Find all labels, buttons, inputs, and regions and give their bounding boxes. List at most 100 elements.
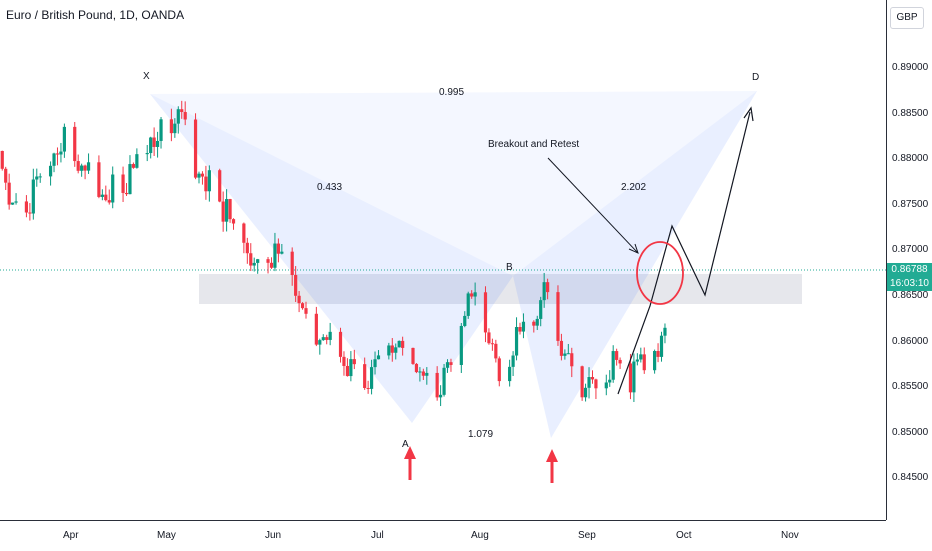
candle-body: [149, 137, 153, 154]
candle-body: [304, 308, 308, 314]
candle-body: [594, 379, 598, 389]
candle-body: [546, 282, 550, 293]
candle-body: [83, 165, 87, 171]
candle-body: [590, 377, 595, 380]
currency-button[interactable]: GBP: [890, 7, 924, 29]
candle-body: [318, 340, 322, 345]
chart-title: Euro / British Pound, 1D, OANDA: [6, 8, 185, 22]
candle-body: [273, 243, 277, 268]
candle-body: [300, 303, 305, 309]
candle-body: [35, 176, 39, 180]
ratio-bd-label: 2.202: [621, 182, 646, 193]
price-tick-label: 0.85500: [892, 381, 929, 393]
countdown-tag: 16:03:10: [887, 277, 932, 291]
candle-body: [635, 359, 639, 362]
candle-body: [397, 340, 401, 348]
candle-body: [656, 350, 660, 357]
candle-body: [642, 354, 646, 371]
candle-body: [176, 109, 180, 124]
candle-body: [439, 394, 443, 398]
up-arrow-a: [404, 446, 416, 480]
candle-body: [231, 219, 236, 224]
candle-body: [76, 161, 80, 171]
candle-body: [511, 355, 515, 367]
candle-body: [521, 321, 526, 332]
candle-body: [470, 293, 474, 297]
candle-body: [466, 293, 470, 316]
candle-body: [252, 262, 256, 266]
up-arrow-c: [546, 449, 558, 483]
candle-body: [155, 140, 160, 147]
candle-body: [508, 366, 512, 382]
candle-body: [152, 137, 156, 147]
breakout-pointer-line: [547, 157, 638, 253]
price-tick-label: 0.87000: [892, 244, 929, 256]
candle-body: [490, 343, 494, 345]
retest-circle: [636, 241, 684, 305]
candle-body: [328, 331, 332, 340]
point-d-label: D: [752, 72, 759, 83]
candle-body: [483, 292, 488, 333]
candle-body: [28, 212, 32, 214]
price-tick-label: 0.88500: [892, 107, 929, 119]
candle-body: [38, 176, 42, 178]
candle-body: [494, 343, 498, 359]
current-price-tag: 0.86788: [887, 263, 932, 277]
candle-body: [338, 331, 343, 357]
month-tick-label: Oct: [676, 530, 692, 541]
time-axis[interactable]: [0, 520, 886, 551]
candle-body: [611, 351, 615, 380]
candle-body: [11, 202, 15, 205]
candle-body: [100, 194, 104, 197]
candle-body: [314, 313, 318, 345]
candle-body: [559, 340, 564, 356]
candle-body: [200, 173, 205, 177]
pattern-xbd-triangle: [150, 91, 757, 276]
candle-body: [373, 359, 377, 368]
candle-body: [124, 192, 129, 195]
candle-body: [535, 318, 539, 326]
candle-body: [604, 382, 608, 389]
candle-body: [266, 259, 270, 263]
candle-body: [632, 361, 636, 393]
price-tick-label: 0.85000: [892, 426, 929, 438]
candle-body: [249, 253, 253, 266]
candle-body: [570, 353, 574, 367]
candle-body: [4, 168, 8, 183]
candle-body: [218, 170, 222, 202]
candle-body: [463, 315, 467, 326]
candle-body: [376, 355, 381, 360]
candle-body: [225, 199, 229, 222]
month-tick-label: May: [157, 530, 176, 541]
month-tick-label: Nov: [781, 530, 799, 541]
candle-body: [55, 153, 60, 155]
candle-body: [473, 292, 477, 297]
pattern-bcd-triangle: [513, 91, 757, 438]
candle-body: [256, 259, 260, 263]
candle-body: [369, 367, 374, 389]
candle-body: [425, 372, 429, 376]
candle-body: [518, 327, 522, 332]
candle-body: [183, 112, 187, 120]
candle-body: [269, 262, 274, 268]
point-b-label: B: [506, 262, 513, 273]
price-axis[interactable]: [886, 0, 932, 520]
candle-body: [80, 165, 84, 171]
candle-body: [294, 275, 298, 296]
candle-body: [280, 251, 284, 254]
candle-body: [24, 201, 29, 213]
pattern-xab-triangle: [150, 94, 513, 423]
candle-body: [145, 153, 149, 155]
candle-body: [514, 327, 519, 356]
price-chart[interactable]: X A B D 0.995 0.433 2.202 1.079 Breakout…: [0, 0, 886, 520]
candle-body: [583, 387, 588, 398]
candle-body: [556, 292, 560, 341]
candle-body: [325, 337, 329, 340]
candle-body: [421, 371, 425, 376]
candle-body: [14, 201, 18, 203]
candle-body: [245, 242, 249, 254]
breakout-pointer-head: [628, 243, 639, 254]
candle-body: [173, 123, 177, 134]
month-tick-label: Sep: [578, 530, 596, 541]
candle-body: [221, 201, 225, 222]
